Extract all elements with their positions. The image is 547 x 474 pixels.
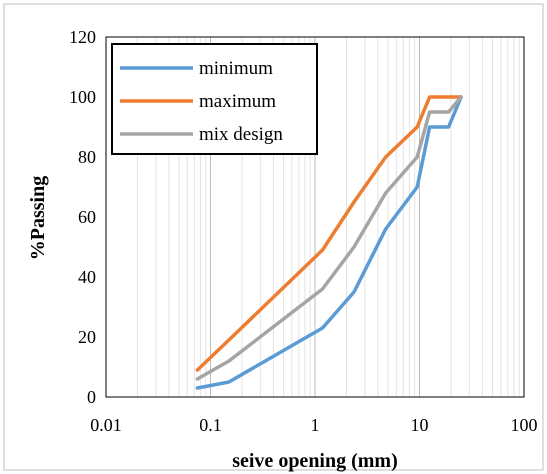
x-tick-label: 0.1 [199,415,222,435]
legend-label-mix-design: mix design [199,124,283,145]
y-tick-label: 100 [69,87,96,107]
x-axis-ticks: 0.01 0.1 1 10 100 [90,415,537,435]
series-line-mix-design [195,95,463,381]
y-axis-ticks: 0 20 40 60 80 100 120 [69,27,96,407]
plot-area-border [105,36,525,398]
legend-label-minimum: minimum [199,58,273,79]
y-tick-label: 20 [78,327,96,347]
series-lines [195,95,463,390]
x-axis-label: seive opening (mm) [232,450,398,472]
x-tick-label: 1 [311,415,320,435]
series-line-maximum [195,95,463,372]
legend: minimum maximum mix design [111,43,318,155]
x-tick-label: 100 [511,415,538,435]
y-axis-label: %Passing [27,176,49,260]
legend-label-maximum: maximum [199,91,276,112]
y-tick-label: 60 [78,207,96,227]
y-tick-label: 120 [69,27,96,47]
y-tick-label: 80 [78,147,96,167]
series-line-minimum [195,95,463,390]
y-tick-label: 0 [87,387,96,407]
x-tick-label: 0.01 [90,415,122,435]
y-tick-label: 40 [78,267,96,287]
x-tick-label: 10 [411,415,429,435]
